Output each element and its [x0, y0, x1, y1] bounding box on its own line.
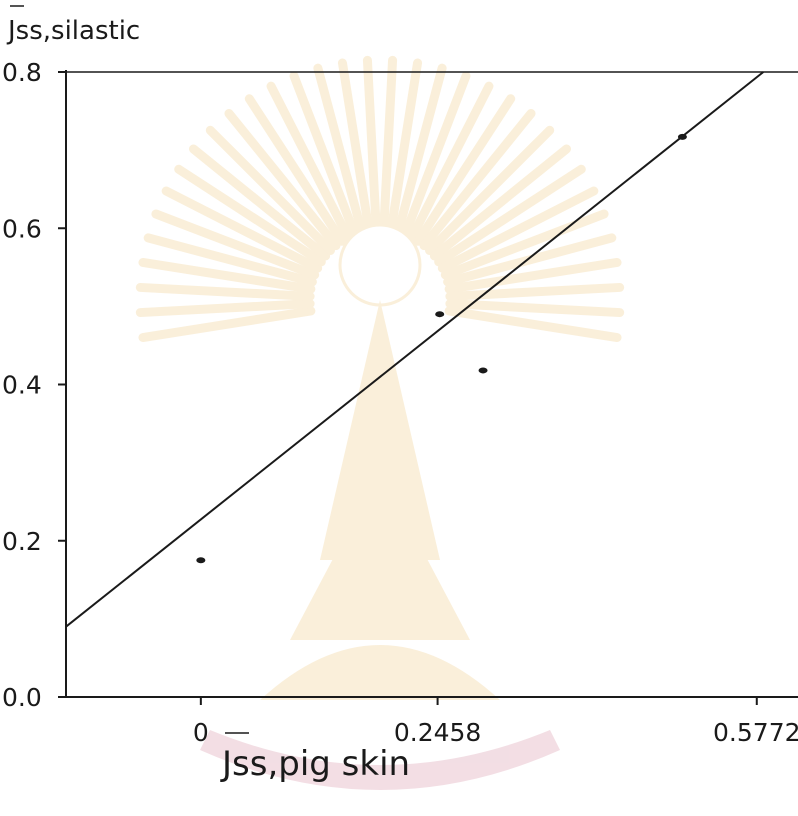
watermark-ray [443, 233, 617, 287]
x-tick-label: 0 [193, 718, 209, 747]
fit-line [65, 71, 764, 628]
y-axis-ticks: 0.0 0.2 0.4 0.6 0.8 [2, 58, 66, 712]
y-tick-label: 0.0 [2, 683, 42, 712]
watermark-ray [434, 164, 586, 267]
watermark-ray [161, 186, 323, 273]
watermark-emblem [135, 55, 625, 790]
x-tick-label: 0.2458 [394, 718, 481, 747]
y-tick-label: 0.6 [2, 214, 42, 243]
watermark-ray [437, 186, 599, 273]
watermark-ray [188, 144, 331, 261]
x-axis-title: Jss,pig skin [220, 744, 410, 784]
watermark-ray [444, 306, 622, 343]
watermark-ray [440, 209, 609, 280]
data-point [435, 311, 445, 318]
watermark-ray [413, 94, 516, 246]
watermark-ray [289, 71, 360, 240]
watermark-ray [386, 58, 423, 236]
watermark-ray [205, 125, 336, 256]
watermark-ray [362, 55, 381, 235]
watermark-ray [445, 299, 625, 318]
watermark-ray [151, 209, 320, 280]
watermark-ray [400, 71, 471, 240]
watermark-ray [393, 63, 447, 237]
x-tick-label: 0.5772 [713, 718, 798, 747]
watermark-ray [138, 257, 316, 294]
watermark-ray [174, 164, 326, 267]
watermark-ray [424, 125, 555, 256]
watermark-ray [429, 144, 572, 261]
y-tick-label: 0.4 [2, 371, 42, 400]
watermark-ray [379, 55, 398, 235]
watermark-ray [266, 81, 353, 243]
y-axis-title: Jss,silastic [6, 16, 140, 46]
data-point [478, 367, 488, 374]
watermark-ray [135, 282, 315, 301]
data-point [677, 133, 687, 140]
watermark-ray [138, 306, 316, 343]
x-axis-title-group: Jss,pig skin [220, 732, 410, 784]
watermark-ray [444, 257, 622, 294]
watermark-ray [407, 81, 494, 243]
watermark-ray [337, 58, 374, 236]
fit-line-group [65, 71, 764, 628]
y-tick-label: 0.2 [2, 527, 42, 556]
watermark-ray [143, 233, 317, 287]
watermark-ray [224, 108, 341, 251]
watermark-ray [313, 63, 367, 237]
data-point [196, 557, 206, 564]
y-tick-label: 0.8 [2, 58, 42, 87]
watermark-ray [244, 94, 347, 246]
watermark-ray [445, 282, 625, 301]
y-axis-title-group: Jss,silastic [6, 5, 140, 46]
watermark-ray [135, 299, 315, 318]
watermark-rays [135, 55, 625, 343]
watermark-ray [419, 108, 536, 251]
x-axis-ticks: 0 0.2458 0.5772 [193, 697, 798, 747]
data-points [196, 133, 687, 564]
